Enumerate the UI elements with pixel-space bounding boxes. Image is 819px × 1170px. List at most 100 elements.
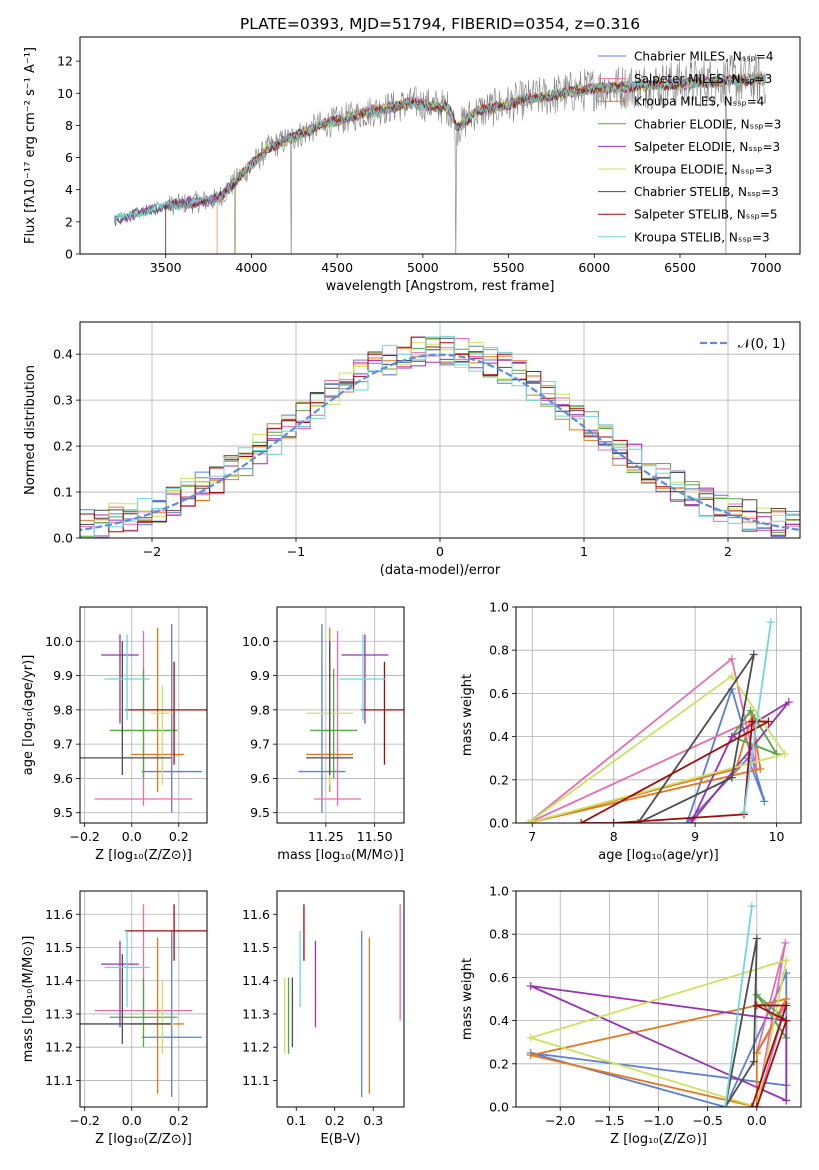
x-tick-label: −1.0 bbox=[643, 1113, 673, 1128]
weight-marker-kroupa_stelib bbox=[747, 902, 756, 911]
y-tick-label: 0.4 bbox=[489, 1013, 509, 1028]
y-tick-label: 9.6 bbox=[250, 771, 270, 786]
weight-line-salpeter_stelib bbox=[750, 1004, 788, 1107]
weight-line-kroupa_elodie bbox=[527, 958, 788, 1107]
x-tick-label: −0.5 bbox=[692, 1113, 722, 1128]
axes-frame bbox=[79, 321, 801, 539]
x-tick-label: 0.2 bbox=[169, 829, 189, 844]
x-tick-label: 4500 bbox=[321, 260, 353, 275]
weight-line-salpeter_stelib bbox=[580, 720, 769, 823]
age-vs-metallicity-plot: −0.2 0.0 0.2 9.5 9.6 9.7 9.8 9.9 10.0 Z [log₁₀(Z/… bbox=[21, 606, 208, 863]
y-axis-label: mass [log₁₀(M/M⊙)] bbox=[21, 936, 36, 1063]
weight-marker-chabrier_elodie bbox=[752, 990, 761, 999]
y-tick-label: 11.6 bbox=[45, 907, 73, 922]
residuals-histogram: −2 −1 0 1 2 0.0 0.1 0.2 0.3 0.4 (data-model)/error… bbox=[23, 321, 801, 578]
x-tick-label: 0.0 bbox=[747, 1113, 767, 1128]
y-tick-label: 11.2 bbox=[242, 1040, 270, 1055]
figure-title: PLATE=0393, MJD=51794, FIBERID=0354, z=0… bbox=[240, 15, 640, 33]
x-tick-label: 11.25 bbox=[308, 829, 344, 844]
plot-area bbox=[298, 624, 404, 813]
weight-marker-kroupa_elodie bbox=[727, 672, 736, 681]
x-axis-label: Z [log₁₀(Z/Z⊙)] bbox=[95, 1132, 192, 1147]
axes-frame bbox=[79, 36, 801, 255]
y-tick-label: 11.1 bbox=[242, 1073, 270, 1088]
y-tick-label: 11.5 bbox=[242, 940, 270, 955]
x-tick-label: 0.0 bbox=[122, 829, 142, 844]
y-tick-label: 9.5 bbox=[250, 805, 270, 820]
weight-marker-salpeter_elodie bbox=[687, 819, 696, 823]
y-tick-label: 6 bbox=[65, 150, 73, 165]
x-tick-label: −1 bbox=[287, 544, 305, 559]
legend-entry: Salpeter ELODIE, Nₛₛₚ=3 bbox=[634, 140, 780, 154]
x-tick-label: 5500 bbox=[493, 260, 525, 275]
x-axis-label: age [log₁₀(age/yr)] bbox=[598, 848, 719, 863]
x-tick-label: 9 bbox=[691, 829, 699, 844]
spectrum-legend: Chabrier MILES, Nₛₛₚ=4 Salpeter MILES, Nₛ… bbox=[598, 50, 781, 244]
x-axis-label: E(B-V) bbox=[320, 1132, 360, 1147]
y-tick-label: 1.0 bbox=[489, 884, 509, 899]
weight-vs-metallicity-plot: −2.0 −1.5 −1.0 −0.5 0.0 0.0 0.2 0.4 0.6 0.8 1.0 Z [… bbox=[460, 884, 802, 1147]
weight-marker-kroupa_stelib bbox=[721, 1103, 730, 1107]
weight-marker-chabrier_stelib bbox=[634, 819, 643, 823]
plot-area bbox=[80, 904, 207, 1098]
legend-entry: Salpeter MILES, Nₛₛₚ=3 bbox=[634, 72, 772, 86]
axes-frame bbox=[276, 890, 405, 1108]
weight-marker-salpeter_stelib bbox=[764, 717, 773, 726]
axes-frame bbox=[79, 606, 208, 824]
legend-entry: Kroupa MILES, Nₛₛₚ=4 bbox=[634, 95, 764, 109]
y-tick-label: 9.9 bbox=[250, 668, 270, 683]
weight-marker-chabrier_stelib bbox=[727, 773, 736, 782]
legend-entry: Chabrier MILES, Nₛₛₚ=4 bbox=[634, 50, 774, 64]
weight-marker-kroupa_elodie bbox=[524, 819, 533, 823]
x-tick-label: 2 bbox=[724, 544, 732, 559]
x-tick-label: 0.0 bbox=[122, 1113, 142, 1128]
x-axis-label: mass [log₁₀(M/M⊙)] bbox=[277, 848, 404, 863]
y-tick-label: 11.2 bbox=[45, 1040, 73, 1055]
axes-frame bbox=[515, 606, 802, 824]
x-tick-label: 0 bbox=[436, 544, 444, 559]
y-tick-label: 0.8 bbox=[489, 643, 509, 658]
y-tick-label: 9.5 bbox=[53, 805, 73, 820]
weight-marker-salpeter_elodie bbox=[526, 982, 535, 991]
y-tick-label: 0.4 bbox=[489, 729, 509, 744]
weight-marker-chabrier_stelib bbox=[749, 1057, 758, 1066]
weight-marker-salpeter_stelib bbox=[577, 819, 586, 823]
weight-marker-salpeter_elodie bbox=[784, 698, 793, 707]
y-tick-label: 11.1 bbox=[45, 1073, 73, 1088]
y-tick-label: 0.1 bbox=[53, 485, 73, 500]
y-tick-label: 0.4 bbox=[53, 347, 73, 362]
y-tick-label: 9.8 bbox=[53, 702, 73, 717]
y-tick-label: 0.6 bbox=[489, 970, 509, 985]
plot-area bbox=[113, 53, 767, 254]
legend-entry: Chabrier ELODIE, Nₛₛₚ=3 bbox=[634, 117, 781, 131]
y-tick-label: 11.4 bbox=[242, 973, 270, 988]
x-tick-label: 6500 bbox=[664, 260, 696, 275]
y-tick-label: 9.6 bbox=[53, 771, 73, 786]
x-tick-label: 11.50 bbox=[357, 829, 393, 844]
y-tick-label: 11.3 bbox=[45, 1006, 73, 1021]
weight-marker-kroupa_miles bbox=[756, 765, 765, 773]
x-tick-label: 3500 bbox=[150, 260, 182, 275]
y-tick-label: 0.2 bbox=[489, 1056, 509, 1071]
y-tick-label: 9.7 bbox=[53, 737, 73, 752]
x-tick-label: −2 bbox=[143, 544, 161, 559]
plot-area bbox=[524, 618, 793, 823]
x-tick-label: −0.2 bbox=[70, 829, 100, 844]
legend-entry: Chabrier STELIB, Nₛₛₚ=3 bbox=[634, 185, 779, 199]
y-tick-label: 0.0 bbox=[489, 1100, 509, 1115]
weight-marker-chabrier_miles bbox=[760, 797, 769, 806]
y-tick-label: 9.9 bbox=[53, 668, 73, 683]
x-tick-label: 1 bbox=[580, 544, 588, 559]
x-tick-label: 0.2 bbox=[169, 1113, 189, 1128]
spectrum-plot: 3500 4000 4500 5000 5500 6000 6500 7000 0 2 4 6 8 10 1… bbox=[23, 36, 801, 294]
legend-entry: Kroupa ELODIE, Nₛₛₚ=3 bbox=[634, 163, 772, 177]
y-tick-label: 0.0 bbox=[53, 531, 73, 546]
x-tick-label: −1.5 bbox=[594, 1113, 624, 1128]
mass-vs-metallicity-plot: −0.2 0.0 0.2 11.1 11.2 11.3 11.4 11.5 11.6 Z [log… bbox=[21, 890, 208, 1147]
y-tick-label: 4 bbox=[65, 182, 73, 197]
y-axis-label: mass weight bbox=[460, 674, 475, 756]
x-tick-label: 0.1 bbox=[286, 1113, 306, 1128]
y-tick-label: 0.6 bbox=[489, 686, 509, 701]
y-tick-label: 0 bbox=[65, 247, 73, 262]
x-tick-label: 10 bbox=[769, 829, 785, 844]
